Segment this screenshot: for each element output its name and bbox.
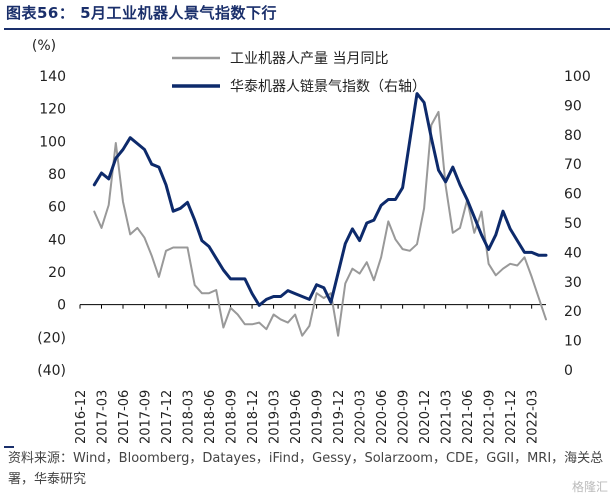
x-tick-label: 2020-12 xyxy=(418,390,433,444)
left-tick-label: 60 xyxy=(48,200,66,216)
left-tick-label: 140 xyxy=(39,69,66,85)
x-tick-label: 2017-06 xyxy=(117,390,132,444)
x-tick-label: 2018-03 xyxy=(182,390,197,444)
x-tick-label: 2019-03 xyxy=(268,390,283,444)
left-tick-label: 0 xyxy=(57,298,66,314)
source-note: 资料来源：Wind，Bloomberg，Datayes，iFind，Gessy，… xyxy=(8,451,604,487)
chart-area: (%) (40) (20) 0 20 40 60 80 100 120 140 0 10 20 30 40 50… xyxy=(32,38,591,444)
right-tick-label: 70 xyxy=(564,157,582,173)
right-tick-label: 50 xyxy=(564,216,582,232)
legend-label-1: 工业机器人产量 当月同比 xyxy=(230,51,388,67)
series-line-1 xyxy=(93,110,547,337)
left-tick-label: 80 xyxy=(48,167,66,183)
right-tick-label: 90 xyxy=(564,98,582,114)
x-tick-label: 2018-12 xyxy=(246,390,261,444)
left-tick-label: 100 xyxy=(39,134,66,150)
x-tick-label: 2019-09 xyxy=(311,390,326,444)
x-tick-label: 2017-09 xyxy=(139,390,154,444)
x-tick-label: 2017-03 xyxy=(96,390,111,444)
x-tick-label: 2021-03 xyxy=(440,390,455,444)
x-tick-label: 2021-06 xyxy=(461,390,476,444)
figure-title: 图表56： 5月工业机器人景气指数下行 xyxy=(6,4,278,22)
left-tick-label: 40 xyxy=(48,232,66,248)
left-tick-label: (40) xyxy=(37,363,66,379)
x-tick-label: 2019-06 xyxy=(289,390,304,444)
x-tick-label: 2021-09 xyxy=(483,390,498,444)
legend-label-2: 华泰机器人链景气指数（右轴） xyxy=(230,79,426,95)
left-tick-label: 20 xyxy=(48,265,66,281)
left-tick-label: 120 xyxy=(39,102,66,118)
x-tick-label: 2017-12 xyxy=(160,390,175,444)
x-tick-label: 2019-12 xyxy=(332,390,347,444)
right-tick-label: 20 xyxy=(564,304,582,320)
x-tick-label: 2020-09 xyxy=(397,390,412,444)
series-line-2 xyxy=(92,92,548,307)
left-tick-label: (20) xyxy=(37,330,66,346)
x-tick-label: 2018-09 xyxy=(225,390,240,444)
right-tick-label: 40 xyxy=(564,245,582,261)
right-tick-label: 100 xyxy=(564,69,591,85)
title-divider xyxy=(4,28,610,30)
x-tick-label: 2022-03 xyxy=(526,390,541,444)
left-axis-unit: (%) xyxy=(32,38,56,54)
right-tick-label: 80 xyxy=(564,128,582,144)
watermark-logo: 格隆汇 xyxy=(571,480,608,494)
x-tick-label: 2020-03 xyxy=(354,390,369,444)
right-tick-label: 60 xyxy=(564,187,582,203)
x-tick-label: 2021-12 xyxy=(504,390,519,444)
right-tick-label: 0 xyxy=(564,363,573,379)
right-tick-label: 10 xyxy=(564,334,582,350)
source-divider xyxy=(4,446,14,448)
right-tick-label: 30 xyxy=(564,275,582,291)
x-tick-label: 2016-12 xyxy=(74,390,89,444)
x-tick-label: 2020-06 xyxy=(375,390,390,444)
x-tick-label: 2018-06 xyxy=(203,390,218,444)
